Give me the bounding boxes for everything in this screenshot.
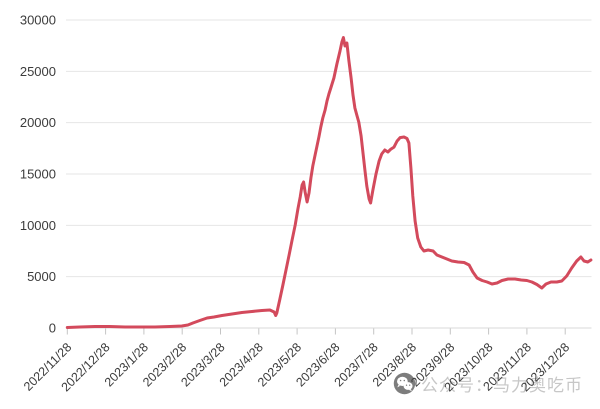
svg-text:15000: 15000	[20, 167, 56, 182]
chart-gridlines	[66, 19, 592, 329]
x-axis-labels: 2022/11/282022/12/282023/1/282023/2/2820…	[21, 340, 572, 394]
line-series	[65, 36, 593, 329]
svg-text:20000: 20000	[20, 115, 56, 130]
wechat-icon	[393, 372, 416, 395]
watermark: 公众号：马力奥吃币	[393, 371, 583, 396]
x-axis	[66, 328, 566, 335]
svg-text:10000: 10000	[20, 218, 56, 233]
svg-text:25000: 25000	[20, 64, 56, 79]
svg-text:5000: 5000	[27, 269, 56, 284]
watermark-text: 公众号：马力奥吃币	[421, 376, 583, 395]
y-axis-labels: 0 5000 10000 15000 20000 25000 30000	[20, 13, 56, 336]
svg-text:30000: 30000	[20, 13, 56, 28]
svg-text:0: 0	[49, 321, 56, 336]
